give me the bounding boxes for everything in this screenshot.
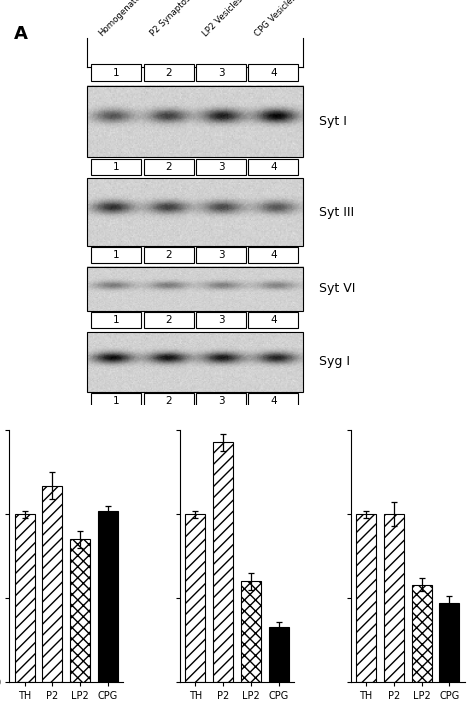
Text: Syt III: Syt III (319, 205, 354, 219)
Text: Syg I: Syg I (319, 355, 350, 368)
FancyBboxPatch shape (196, 393, 246, 409)
Text: 1: 1 (113, 396, 120, 406)
FancyBboxPatch shape (144, 393, 194, 409)
FancyBboxPatch shape (91, 393, 141, 409)
FancyBboxPatch shape (248, 65, 299, 81)
FancyBboxPatch shape (196, 65, 246, 81)
Text: 3: 3 (218, 250, 224, 260)
Bar (411, 585, 431, 682)
Text: 3: 3 (218, 396, 224, 406)
Bar (269, 626, 289, 682)
Text: 2: 2 (165, 396, 172, 406)
Text: 4: 4 (270, 67, 277, 77)
Bar (70, 539, 90, 682)
Text: B: B (14, 433, 27, 451)
Text: 4: 4 (270, 315, 277, 325)
Text: 4: 4 (270, 396, 277, 406)
FancyBboxPatch shape (248, 247, 299, 263)
Text: 2: 2 (165, 162, 172, 172)
Bar (43, 486, 63, 682)
Bar (15, 514, 35, 682)
FancyBboxPatch shape (196, 247, 246, 263)
Text: Syt VI: Syt VI (319, 283, 356, 295)
Text: 3: 3 (218, 67, 224, 77)
Text: A: A (14, 25, 28, 43)
FancyBboxPatch shape (248, 312, 299, 328)
FancyBboxPatch shape (91, 312, 141, 328)
Bar (241, 581, 261, 682)
Bar (185, 514, 205, 682)
Text: 4: 4 (270, 162, 277, 172)
FancyBboxPatch shape (144, 247, 194, 263)
FancyBboxPatch shape (196, 158, 246, 174)
FancyBboxPatch shape (91, 65, 141, 81)
FancyBboxPatch shape (248, 158, 299, 174)
Text: 2: 2 (165, 250, 172, 260)
FancyBboxPatch shape (248, 393, 299, 409)
Text: CPG Vesicles: CPG Vesicles (254, 0, 299, 39)
FancyBboxPatch shape (91, 247, 141, 263)
Bar (356, 514, 376, 682)
Text: 1: 1 (113, 162, 120, 172)
Text: 1: 1 (113, 67, 120, 77)
Text: 3: 3 (218, 162, 224, 172)
Text: 2: 2 (165, 67, 172, 77)
Text: 1: 1 (113, 250, 120, 260)
FancyBboxPatch shape (196, 312, 246, 328)
Bar (384, 514, 404, 682)
Text: 3: 3 (218, 315, 224, 325)
Text: LP2 Vesicles: LP2 Vesicles (201, 0, 245, 39)
FancyBboxPatch shape (91, 158, 141, 174)
Bar (213, 442, 233, 682)
Text: 4: 4 (270, 250, 277, 260)
Bar (439, 603, 459, 682)
FancyBboxPatch shape (144, 65, 194, 81)
Text: P2 Synaptosomes: P2 Synaptosomes (149, 0, 210, 39)
FancyBboxPatch shape (144, 158, 194, 174)
Text: Homogenate: Homogenate (96, 0, 142, 39)
Text: 1: 1 (113, 315, 120, 325)
Text: Syt I: Syt I (319, 115, 347, 129)
Bar (98, 511, 118, 682)
Text: 2: 2 (165, 315, 172, 325)
FancyBboxPatch shape (144, 312, 194, 328)
